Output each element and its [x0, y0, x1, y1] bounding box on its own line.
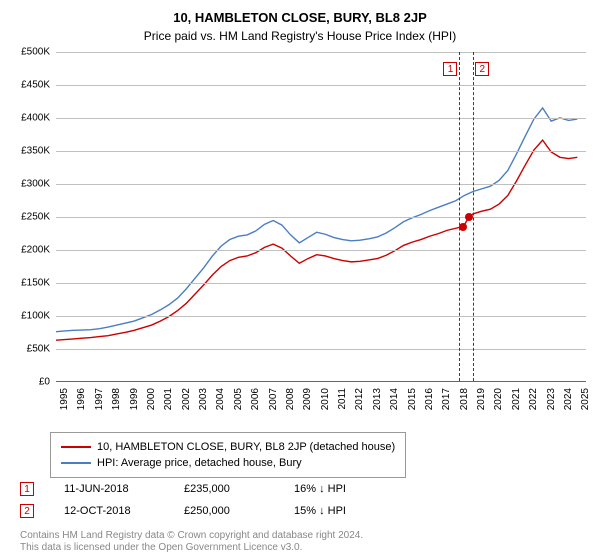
x-tick-label: 2004	[215, 388, 226, 410]
legend-swatch	[61, 462, 91, 464]
y-tick-label: £150K	[21, 278, 50, 289]
chart-area: £0 £50K £100K £150K £200K £250K £300K £350K £400…	[8, 52, 590, 402]
x-tick-label: 2013	[372, 388, 383, 410]
transaction-diff: 16% ↓ HPI	[294, 483, 394, 495]
x-tick-label: 2024	[563, 388, 574, 410]
gridline	[56, 184, 586, 185]
x-tick-label: 2015	[407, 388, 418, 410]
transactions-table: 1 11-JUN-2018£235,00016% ↓ HPI 2 12-OCT-201…	[20, 478, 394, 522]
gridline	[56, 316, 586, 317]
x-tick-label: 1997	[94, 388, 105, 410]
transaction-row: 2 12-OCT-2018£250,00015% ↓ HPI	[20, 500, 394, 522]
y-tick-label: £50K	[27, 344, 50, 355]
transaction-date: 11-JUN-2018	[64, 483, 184, 495]
x-tick-label: 2014	[389, 388, 400, 410]
y-tick-label: £400K	[21, 113, 50, 124]
y-tick-label: £450K	[21, 80, 50, 91]
x-tick-label: 2009	[302, 388, 313, 410]
gridline	[56, 52, 586, 53]
legend-label: 10, HAMBLETON CLOSE, BURY, BL8 2JP (deta…	[97, 439, 395, 455]
x-tick-label: 2018	[459, 388, 470, 410]
x-tick-label: 2012	[354, 388, 365, 410]
y-tick-label: £0	[39, 377, 50, 388]
x-tick-label: 2007	[268, 388, 279, 410]
x-tick-label: 1998	[111, 388, 122, 410]
x-tick-label: 2000	[146, 388, 157, 410]
chart-title: 10, HAMBLETON CLOSE, BURY, BL8 2JP	[0, 0, 600, 25]
x-tick-label: 2008	[285, 388, 296, 410]
y-tick-label: £100K	[21, 311, 50, 322]
x-tick-label: 1999	[129, 388, 140, 410]
x-tick-label: 2019	[476, 388, 487, 410]
gridline	[56, 217, 586, 218]
x-tick-label: 2003	[198, 388, 209, 410]
x-tick-label: 2020	[493, 388, 504, 410]
x-tick-label: 2006	[250, 388, 261, 410]
x-tick-label: 2010	[320, 388, 331, 410]
x-tick-label: 2021	[511, 388, 522, 410]
legend-label: HPI: Average price, detached house, Bury	[97, 455, 302, 471]
legend-row: 10, HAMBLETON CLOSE, BURY, BL8 2JP (deta…	[61, 439, 395, 455]
transaction-marker: 2	[20, 504, 34, 518]
y-tick-label: £200K	[21, 245, 50, 256]
attribution-line: This data is licensed under the Open Gov…	[20, 542, 363, 554]
transaction-marker: 1	[20, 482, 34, 496]
gridline	[56, 250, 586, 251]
transaction-diff: 15% ↓ HPI	[294, 505, 394, 517]
x-tick-label: 2002	[181, 388, 192, 410]
legend: 10, HAMBLETON CLOSE, BURY, BL8 2JP (deta…	[50, 432, 406, 478]
gridline	[56, 151, 586, 152]
attribution-line: Contains HM Land Registry data © Crown c…	[20, 530, 363, 542]
plot-area: 12	[56, 52, 586, 382]
sale-dot	[465, 213, 473, 221]
transaction-date: 12-OCT-2018	[64, 505, 184, 517]
gridline	[56, 349, 586, 350]
x-axis: 1995 1996 1997 1998 1999 2000 2001 2002 2003 2004…	[56, 386, 586, 426]
sale-marker-label: 1	[443, 62, 457, 76]
x-tick-label: 1996	[76, 388, 87, 410]
legend-swatch	[61, 446, 91, 448]
x-tick-label: 2016	[424, 388, 435, 410]
attribution: Contains HM Land Registry data © Crown c…	[20, 530, 363, 554]
x-tick-label: 2022	[528, 388, 539, 410]
series-hpi	[56, 108, 577, 332]
x-tick-label: 2023	[546, 388, 557, 410]
x-tick-label: 2005	[233, 388, 244, 410]
transaction-price: £250,000	[184, 505, 294, 517]
x-tick-label: 1995	[59, 388, 70, 410]
series-property	[56, 140, 577, 340]
sale-marker-label: 2	[475, 62, 489, 76]
sale-dot	[459, 223, 467, 231]
gridline	[56, 283, 586, 284]
transaction-row: 1 11-JUN-2018£235,00016% ↓ HPI	[20, 478, 394, 500]
y-axis: £0£50K£100K£150K£200K£250K£300K£350K£400…	[8, 52, 52, 382]
y-tick-label: £350K	[21, 146, 50, 157]
y-tick-label: £250K	[21, 212, 50, 223]
chart-subtitle: Price paid vs. HM Land Registry's House …	[0, 25, 600, 51]
y-tick-label: £500K	[21, 47, 50, 58]
gridline	[56, 85, 586, 86]
x-tick-label: 2011	[337, 388, 348, 410]
legend-row: HPI: Average price, detached house, Bury	[61, 455, 395, 471]
x-tick-label: 2001	[163, 388, 174, 410]
transaction-price: £235,000	[184, 483, 294, 495]
x-tick-label: 2025	[580, 388, 591, 410]
x-tick-label: 2017	[441, 388, 452, 410]
y-tick-label: £300K	[21, 179, 50, 190]
gridline	[56, 118, 586, 119]
